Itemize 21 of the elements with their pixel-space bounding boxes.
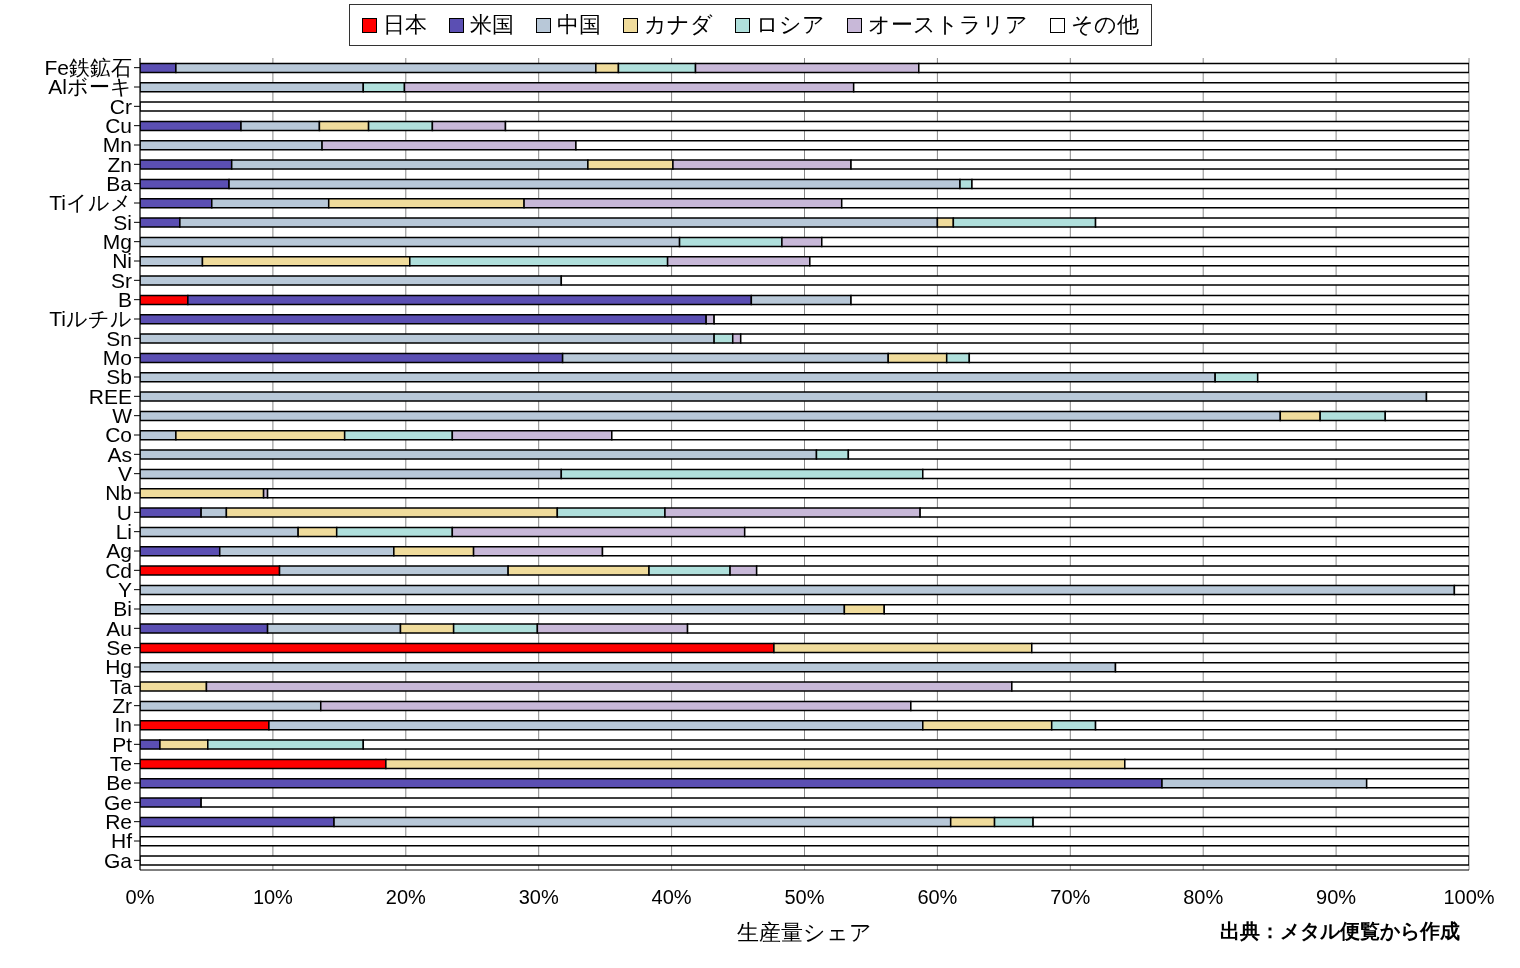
x-tick-label: 90% <box>1316 886 1357 909</box>
x-tick-label: 50% <box>784 886 825 909</box>
source-note: 出典：メタル便覧から作成 <box>1220 919 1460 944</box>
x-tick-label: 60% <box>917 886 958 909</box>
legend-label: 中国 <box>556 11 601 39</box>
x-tick-label: 0% <box>125 886 155 909</box>
x-tick-label: 30% <box>518 886 559 909</box>
legend-label: 日本 <box>382 11 427 39</box>
x-tick-label: 70% <box>1050 886 1091 909</box>
legend-label: カナダ <box>643 11 713 39</box>
bar <box>266 488 1469 499</box>
legend-label: オーストラリア <box>867 11 1028 39</box>
legend-label: その他 <box>1070 11 1139 39</box>
x-tick-label: 40% <box>651 886 692 909</box>
legend-label: ロシア <box>755 11 825 39</box>
x-axis-title: 生産量シェア <box>737 920 872 945</box>
x-tick-label: 80% <box>1183 886 1224 909</box>
x-tick-label: 10% <box>252 886 294 909</box>
legend-label: 米国 <box>469 11 514 39</box>
x-tick-label: 20% <box>385 886 427 909</box>
x-tick-label: 100% <box>1443 886 1495 909</box>
